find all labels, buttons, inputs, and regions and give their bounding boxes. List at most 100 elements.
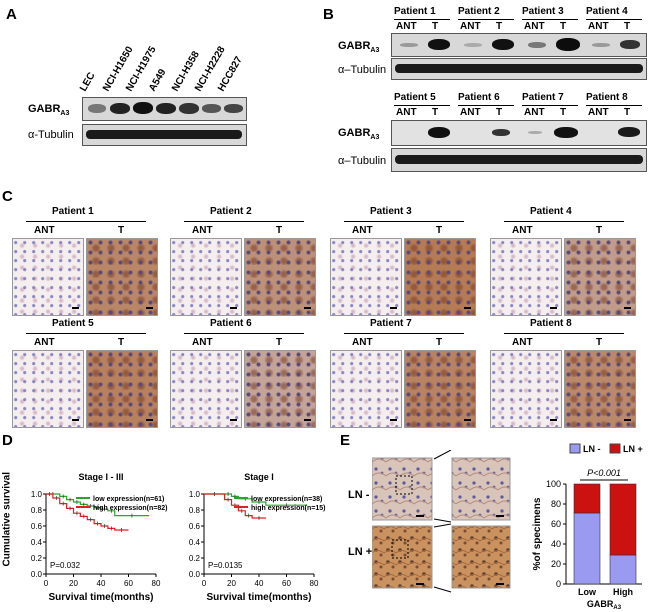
ihc-ant-image [490, 350, 562, 428]
panel-b-tubulin-blot-top [391, 58, 647, 80]
panel-b-patient-label: Patient 8 [586, 92, 628, 103]
ln-minus-label: LN - [348, 489, 370, 501]
bar-pvalue: P<0.001 [587, 468, 621, 478]
km-legend-label: high expression(n=15) [251, 505, 326, 512]
legend-ln-minus-swatch [569, 443, 581, 454]
ln-plus-label: LN + [348, 546, 373, 558]
panel-a-cell-line-labels: LEC NCI-H1650 NCI-H1975 A549 NCI-H358 NC… [78, 44, 245, 94]
ihc-tumor-image [244, 238, 316, 316]
km-ytick-label: 0.0 [189, 570, 201, 579]
legend-ln-minus-label: LN - [583, 444, 601, 454]
bar-ytick-label: 40 [551, 539, 561, 549]
bar-category-label: Low [578, 587, 597, 597]
km-xtick-label: 60 [124, 579, 133, 588]
panel-b-gabra3-label-bottom: GABRA3 [338, 127, 380, 142]
ant-label: ANT [524, 21, 545, 32]
km-ytick-label: 0.2 [31, 554, 43, 563]
panel-a-gabra3-label: GABRA3 [28, 103, 70, 118]
km-pvalue: P=0.032 [50, 561, 81, 570]
km-xtick-label: 20 [227, 579, 236, 588]
scale-bar [390, 419, 397, 421]
ihc-ant-image [170, 350, 242, 428]
ant-label: ANT [524, 107, 545, 118]
scale-bar [230, 307, 237, 309]
km-ytick-label: 0.4 [189, 538, 201, 547]
km-legend-label: low expression(n=61) [93, 496, 164, 503]
cell-line-label: LEC [78, 71, 98, 94]
bar-ylabel: %of specimens [532, 497, 543, 570]
panel-b-patient-label: Patient 2 [458, 6, 500, 17]
bar-ytick-label: 80 [551, 499, 561, 509]
panel-b-patient-label: Patient 1 [394, 6, 436, 17]
scale-bar [72, 307, 79, 309]
panel-b-gabra3-label-top: GABRA3 [338, 40, 380, 55]
ihc-patient-label: Patient 8 [530, 318, 572, 329]
km-chart-stage-1: Stage I 0.0 0.2 0.4 0.6 0.8 1.0 0 20 40 60 80 Surviv… [189, 472, 326, 603]
ihc-patient-label: Patient 1 [52, 206, 94, 217]
panel-e-letter: E [340, 432, 351, 449]
bar-segment-ln-minus [609, 554, 637, 585]
panel-a-tubulin-blot [82, 124, 247, 146]
bar-category-label: High [613, 587, 633, 597]
km-xtick-label: 40 [255, 579, 264, 588]
scale-bar [304, 419, 311, 421]
bar-ytick-label: 20 [551, 559, 561, 569]
ant-label: ANT [460, 107, 481, 118]
scale-bar [464, 419, 471, 421]
km-xtick-label: 80 [152, 579, 161, 588]
ant-label: ANT [588, 107, 609, 118]
scale-bar [390, 307, 397, 309]
ihc-ant-label: ANT [34, 337, 55, 348]
panel-b-patient-label: Patient 7 [522, 92, 564, 103]
panel-b-patient-label: Patient 5 [394, 92, 436, 103]
km-xtick-label: 80 [310, 579, 319, 588]
ihc-patient-label: Patient 6 [210, 318, 252, 329]
ihc-t-label: T [276, 337, 283, 348]
km-xlabel: Survival time(months) [48, 592, 153, 603]
bar-ytick-label: 0 [556, 579, 561, 589]
panel-c-letter: C [2, 188, 13, 205]
panel-a-gabra3-blot [82, 97, 247, 121]
scale-bar [550, 419, 557, 421]
bar-ytick-label: 100 [546, 479, 561, 489]
t-label: T [496, 107, 503, 118]
panel-b-patient-label: Patient 6 [458, 92, 500, 103]
panel-b-tubulin-label-top: α–Tubulin [338, 64, 387, 76]
ihc-t-label: T [276, 225, 283, 236]
scale-bar [624, 307, 631, 309]
ihc-tumor-image [404, 238, 476, 316]
panel-b-tubulin-label-bottom: α–Tubulin [338, 155, 387, 167]
ihc-ant-label: ANT [192, 225, 213, 236]
panel-b-tubulin-blot-bottom [391, 148, 647, 172]
ihc-ant-image [330, 238, 402, 316]
bar-segment-ln-minus [573, 512, 601, 585]
ihc-tumor-image [564, 350, 636, 428]
panel-b-letter: B [323, 6, 334, 23]
bar-segment-ln-plus [573, 483, 601, 514]
ant-label: ANT [396, 107, 417, 118]
ant-label: ANT [588, 21, 609, 32]
ihc-patient-label: Patient 5 [52, 318, 94, 329]
scale-bar [550, 307, 557, 309]
t-label: T [432, 107, 439, 118]
km-ytick-label: 1.0 [189, 490, 201, 499]
scale-bar [72, 419, 79, 421]
scale-bar [304, 307, 311, 309]
ihc-ant-image [12, 238, 84, 316]
ihc-ant-image [170, 238, 242, 316]
bar-segment-ln-plus [609, 483, 637, 556]
km-title: Stage I - III [78, 472, 123, 482]
ihc-ant-label: ANT [192, 337, 213, 348]
ihc-ant-image [12, 350, 84, 428]
panel-a-tubulin-label: α-Tubulin [28, 129, 74, 141]
ihc-ant-label: ANT [352, 225, 373, 236]
km-pvalue: P=0.0135 [208, 561, 243, 570]
ihc-patient-label: Patient 2 [210, 206, 252, 217]
panel-e-micrographs [372, 450, 511, 593]
scale-bar [146, 307, 153, 309]
scale-bar [230, 419, 237, 421]
km-ytick-label: 0.8 [189, 506, 201, 515]
km-xlabel: Survival time(months) [206, 592, 311, 603]
km-title: Stage I [244, 472, 274, 482]
ihc-t-label: T [118, 225, 125, 236]
